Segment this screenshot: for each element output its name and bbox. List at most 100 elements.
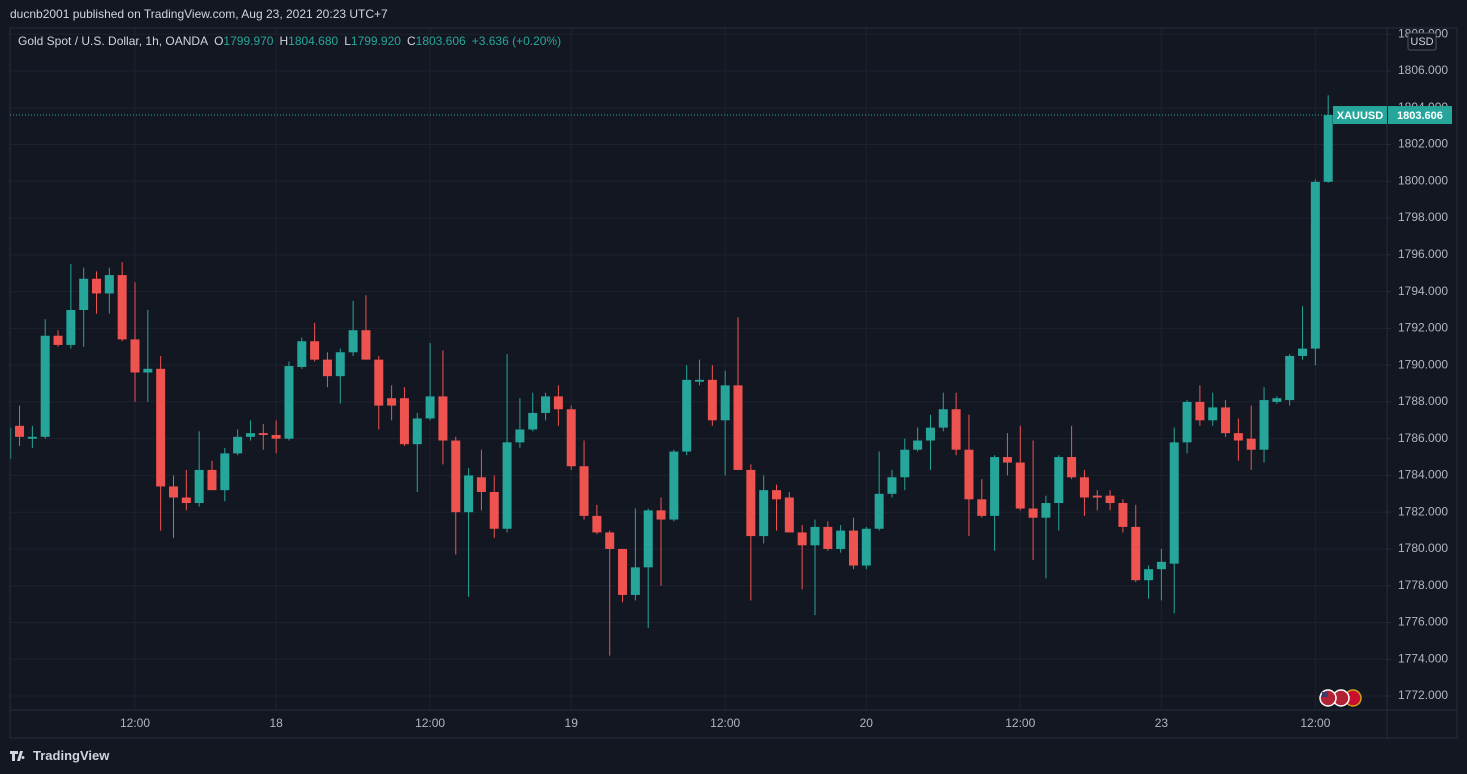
- candle-body: [541, 396, 551, 413]
- candle-body: [900, 449, 910, 478]
- y-tick-label: 1794.000: [1398, 284, 1448, 298]
- ohlc-key: O: [214, 34, 224, 48]
- symbol-tag-label: XAUUSD: [1337, 110, 1384, 122]
- candle-body: [438, 396, 448, 441]
- candle-body: [669, 451, 679, 520]
- candle-body: [1208, 407, 1218, 421]
- candle-body: [861, 528, 871, 566]
- candle-body: [733, 385, 743, 470]
- candles: [10, 95, 1333, 656]
- candle-body: [553, 396, 563, 410]
- grid: [10, 28, 1387, 710]
- candle-body: [361, 330, 371, 360]
- candle-body: [925, 427, 935, 441]
- candle-body: [848, 530, 858, 566]
- candle-body: [322, 359, 332, 377]
- candle-body: [1156, 561, 1166, 570]
- candle-body: [297, 341, 307, 367]
- candle-body: [746, 469, 756, 537]
- candle-body: [245, 433, 255, 437]
- y-tick-label: 1798.000: [1398, 210, 1448, 224]
- y-tick-label: 1782.000: [1398, 504, 1448, 518]
- candle-body: [515, 429, 525, 443]
- y-tick-label: 1792.000: [1398, 321, 1448, 335]
- candle-body: [977, 499, 987, 516]
- candle-body: [1298, 348, 1308, 356]
- candle-body: [310, 341, 320, 360]
- y-tick-label: 1800.000: [1398, 173, 1448, 187]
- candle-body: [592, 515, 602, 533]
- x-tick-label: 12:00: [1300, 716, 1330, 730]
- candle-body: [374, 359, 384, 406]
- ohlc-key: C: [406, 34, 416, 48]
- candle-body: [643, 510, 653, 568]
- candle-body: [630, 567, 640, 595]
- candle-body: [181, 497, 191, 504]
- candle-body: [605, 532, 615, 549]
- candle-body: [40, 335, 50, 437]
- candle-body: [1067, 457, 1077, 478]
- candle-body: [797, 532, 807, 546]
- candle-body: [1182, 401, 1192, 443]
- candle-body: [387, 398, 397, 406]
- candle-body: [528, 412, 538, 430]
- candle-body: [451, 440, 461, 513]
- axes: [9, 27, 1458, 739]
- x-tick-label: 20: [860, 716, 874, 730]
- candle-body: [579, 466, 589, 516]
- candle-body: [117, 275, 127, 340]
- currency: USD: [1410, 36, 1433, 48]
- candle-body: [1285, 355, 1295, 401]
- symbol-legend: Gold Spot / U.S. Dollar, 1h, OANDA O1799.…: [18, 34, 561, 48]
- x-tick-label: 12:00: [415, 716, 445, 730]
- y-tick-label: 1796.000: [1398, 247, 1448, 261]
- y-tick-label: 1784.000: [1398, 468, 1448, 482]
- candle-body: [79, 278, 89, 310]
- candle-body: [1002, 457, 1012, 463]
- symbol-name: Gold Spot / U.S. Dollar, 1h, OANDA: [18, 34, 209, 48]
- candle-body: [1015, 462, 1025, 509]
- candle-body: [284, 366, 294, 439]
- candle-body: [566, 409, 576, 467]
- candle-body: [759, 490, 769, 537]
- candle-body: [823, 526, 833, 549]
- y-tick-label: 1802.000: [1398, 137, 1448, 151]
- y-tick-label: 1772.000: [1398, 688, 1448, 702]
- candle-body: [15, 425, 25, 437]
- x-tick-label: 18: [269, 716, 283, 730]
- candle-body: [951, 409, 961, 450]
- candle-body: [695, 379, 705, 382]
- y-tick-label: 1778.000: [1398, 578, 1448, 592]
- candle-body: [156, 368, 166, 487]
- brand: TradingView: [33, 748, 110, 763]
- y-tick-label: 1780.000: [1398, 541, 1448, 555]
- candle-body: [707, 379, 717, 421]
- candle-body: [168, 486, 178, 498]
- flag-canton: [1322, 692, 1328, 697]
- y-tick-label: 1788.000: [1398, 394, 1448, 408]
- overlay: 1772.000 1774.000 1776.000 1778.000 1780.000…: [10, 26, 1452, 730]
- candle-body: [1246, 438, 1256, 450]
- candle-body: [1259, 400, 1269, 450]
- candle-body: [271, 434, 281, 439]
- candle-body: [53, 335, 63, 345]
- candle-body: [335, 352, 345, 377]
- candle-body: [720, 385, 730, 421]
- candle-body: [258, 433, 268, 435]
- y-tick-label: 1806.000: [1398, 63, 1448, 77]
- candle-body: [1310, 181, 1320, 349]
- currency-box: [1407, 32, 1437, 51]
- candle-body: [10, 427, 12, 459]
- x-tick-label: 12:00: [1005, 716, 1035, 730]
- candle-body: [1118, 503, 1128, 527]
- candle-body: [27, 436, 37, 439]
- candle-body: [1079, 477, 1089, 498]
- candle-body: [784, 497, 794, 533]
- candle-body: [464, 475, 474, 513]
- candle-body: [130, 339, 140, 373]
- candle-body: [1144, 569, 1154, 581]
- x-tick-label: 19: [565, 716, 579, 730]
- candle-body: [1054, 457, 1064, 504]
- candle-body: [656, 510, 666, 520]
